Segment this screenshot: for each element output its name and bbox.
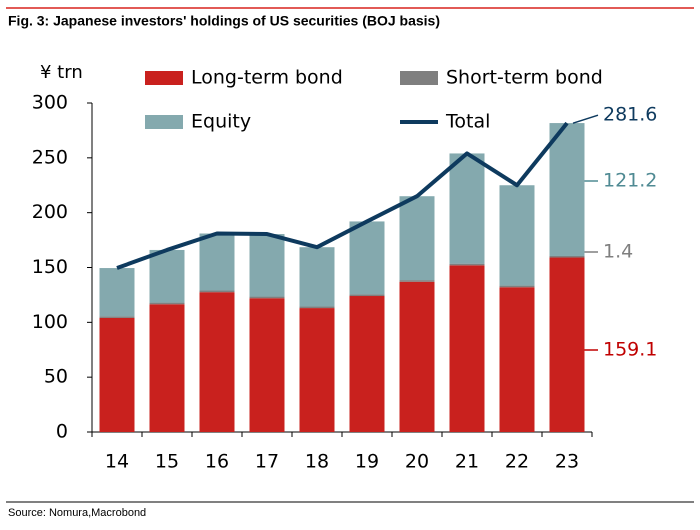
data-label: 281.6: [603, 104, 657, 126]
bar-segment: [299, 247, 335, 307]
bar-segment: [299, 308, 335, 432]
bar-segment: [249, 298, 285, 432]
y-axis-unit: ¥ trn: [40, 62, 83, 83]
x-tick-label: 16: [205, 451, 229, 473]
total-line: [116, 121, 569, 270]
bar-segment: [99, 316, 135, 318]
x-tick-label: 17: [255, 451, 279, 473]
bar-segment: [549, 123, 585, 256]
legend-swatch: [400, 71, 438, 85]
chart-title: Fig. 3: Japanese investors' holdings of …: [8, 13, 440, 29]
bar-segment: [249, 296, 285, 299]
y-tick-label: 200: [32, 201, 68, 223]
legend-label: Total: [445, 111, 490, 133]
x-tick-label: 18: [305, 451, 329, 473]
x-tick-label: 14: [105, 451, 129, 473]
legend-label: Equity: [191, 111, 251, 133]
legend-label: Short-term bond: [446, 67, 603, 89]
bar-segment: [99, 317, 135, 432]
y-tick-label: 50: [44, 366, 68, 388]
bar-segment: [349, 294, 385, 297]
bar-segment: [499, 287, 535, 432]
bar-segment: [449, 153, 485, 264]
x-tick-label: 20: [405, 451, 429, 473]
legend-swatch: [145, 71, 183, 85]
bar-segment: [249, 234, 285, 297]
bar-segment: [549, 255, 585, 258]
data-label: 1.4: [603, 241, 633, 263]
y-tick-label: 300: [32, 92, 68, 114]
bar-segment: [399, 281, 435, 432]
x-tick-label: 22: [505, 451, 529, 473]
bar-segment: [499, 285, 535, 288]
bar-segment: [499, 185, 535, 286]
x-tick-label: 21: [455, 451, 479, 473]
bar-segment: [549, 257, 585, 432]
x-tick-label: 15: [155, 451, 179, 473]
label-leader: [572, 114, 599, 124]
bar-segment: [299, 306, 335, 309]
bar-segment: [449, 263, 485, 266]
y-tick-label: 150: [32, 256, 68, 278]
x-tick-label: 19: [355, 451, 379, 473]
y-tick-label: 0: [56, 421, 68, 443]
bar-segment: [99, 268, 135, 317]
bar-segment: [349, 221, 385, 295]
bar-segment: [199, 233, 235, 291]
legend-swatch: [145, 115, 183, 129]
y-tick-label: 250: [32, 146, 68, 168]
bar-segment: [349, 296, 385, 432]
bar-segment: [149, 304, 185, 432]
data-label: 159.1: [603, 339, 657, 361]
legend-label: Long-term bond: [191, 67, 343, 89]
data-label: 121.2: [603, 170, 657, 192]
bar-segment: [399, 196, 435, 281]
bar-segment: [399, 280, 435, 282]
source: Source: Nomura,Macrobond: [8, 507, 146, 519]
bar-segment: [199, 290, 235, 293]
bar-segment: [449, 265, 485, 432]
y-tick-label: 100: [32, 311, 68, 333]
x-tick-label: 23: [555, 451, 579, 473]
bar-segment: [149, 249, 185, 303]
bar-segment: [199, 292, 235, 432]
bar-segment: [149, 302, 185, 305]
